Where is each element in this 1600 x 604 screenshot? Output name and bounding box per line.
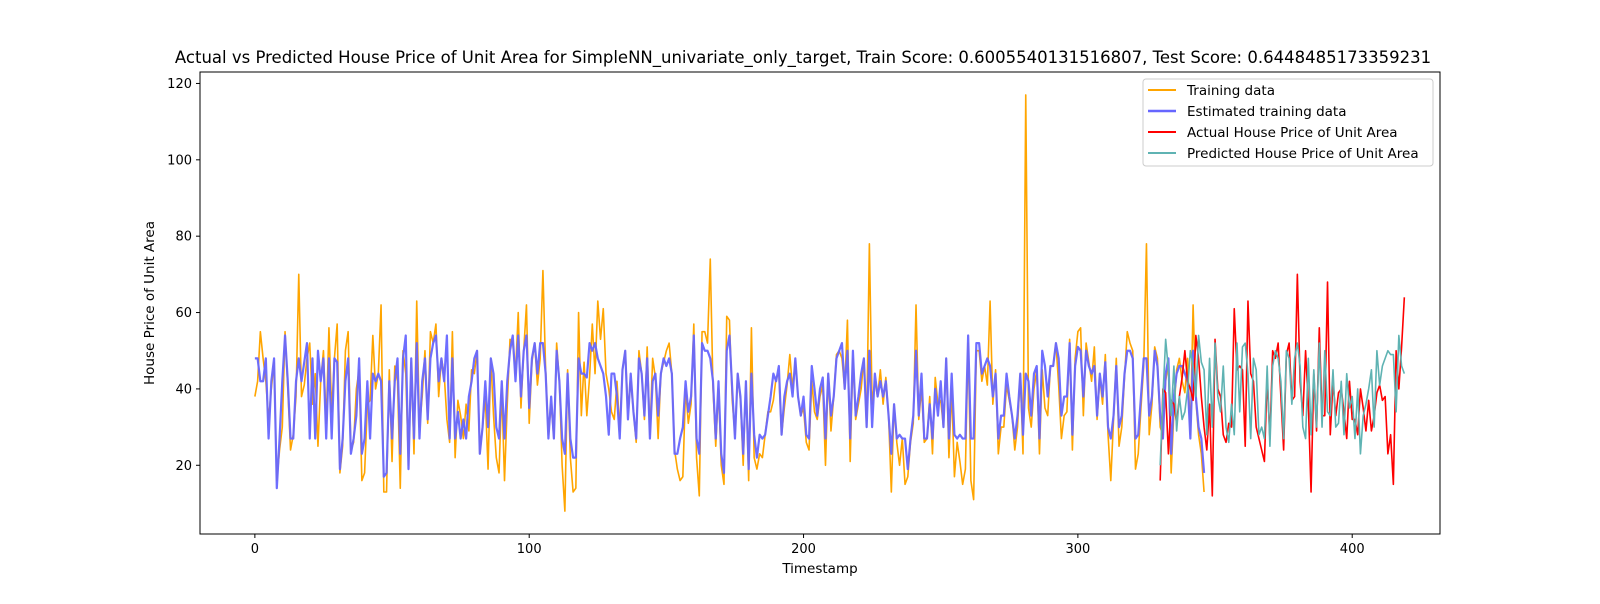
x-axis-label: Timestamp bbox=[781, 561, 857, 577]
x-axis: 0 100 200 300 400 bbox=[251, 534, 1365, 557]
y-tick-label: 100 bbox=[167, 153, 192, 168]
x-tick-label: 0 bbox=[251, 542, 259, 557]
y-tick-label: 60 bbox=[175, 306, 192, 321]
y-tick-label: 80 bbox=[175, 230, 192, 245]
y-tick-label: 20 bbox=[175, 459, 192, 474]
x-tick-label: 400 bbox=[1340, 542, 1365, 557]
plot-area bbox=[254, 94, 1406, 512]
y-tick-label: 120 bbox=[167, 77, 192, 92]
y-axis: 20 40 60 80 100 120 bbox=[167, 77, 200, 474]
x-tick-label: 100 bbox=[517, 542, 542, 557]
legend-label-predicted-house-price-of-unit-area: Predicted House Price of Unit Area bbox=[1187, 146, 1419, 162]
legend-label-training-data: Training data bbox=[1186, 83, 1275, 99]
x-tick-label: 200 bbox=[791, 542, 816, 557]
plot-frame bbox=[199, 71, 1441, 535]
series-line-predicted-house-price-of-unit-area bbox=[1159, 334, 1406, 466]
y-tick-label: 40 bbox=[175, 382, 192, 397]
chart-title: Actual vs Predicted House Price of Unit … bbox=[175, 48, 1431, 68]
y-axis-label: House Price of Unit Area bbox=[142, 221, 158, 385]
series-line-estimated-training-data bbox=[254, 334, 1206, 490]
legend: Training data Estimated training data Actu… bbox=[1142, 78, 1434, 167]
legend-box bbox=[1142, 78, 1434, 167]
x-tick-label: 300 bbox=[1065, 542, 1090, 557]
legend-label-actual-house-price-of-unit-area: Actual House Price of Unit Area bbox=[1187, 125, 1398, 141]
legend-label-estimated-training-data: Estimated training data bbox=[1187, 104, 1347, 120]
